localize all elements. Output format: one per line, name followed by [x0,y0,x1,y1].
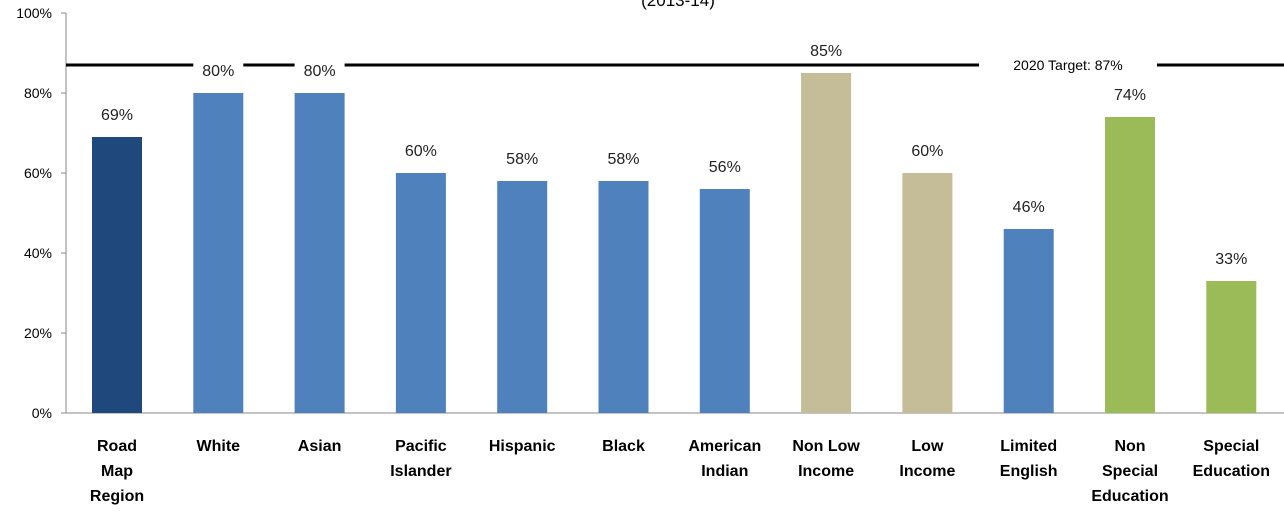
x-tick-label: Asian [298,438,342,455]
bar[interactable] [1003,229,1054,413]
bar[interactable] [1206,281,1257,413]
x-tick-label: Black [602,438,645,455]
x-tick-label: Region [90,488,144,505]
data-label: 56% [709,159,741,176]
bar[interactable] [902,173,953,413]
target-label: 2020 Target: 87% [1013,57,1123,73]
data-label: 58% [506,151,538,168]
data-label: 69% [101,107,133,124]
x-tick-label: Low [911,438,944,455]
y-tick-label: 100% [16,5,52,21]
y-tick-label: 0% [32,405,52,421]
data-label: 60% [405,143,437,160]
bar[interactable] [497,181,548,413]
y-tick-label: 60% [24,165,52,181]
data-label: 58% [607,151,639,168]
x-tick-label: Education [1091,488,1168,505]
x-tick-label: Non Low [792,438,860,455]
bar[interactable] [395,173,446,413]
x-tick-label: Indian [701,463,748,480]
x-tick-label: White [197,438,241,455]
x-tick-label: Limited [1000,438,1057,455]
bar[interactable] [598,181,649,413]
y-tick-label: 40% [24,245,52,261]
bar[interactable] [1105,117,1155,413]
x-tick-label: American [688,438,761,455]
x-tick-label: Special [1102,463,1158,480]
data-label: 33% [1215,251,1247,268]
x-tick-label: Map [101,463,133,480]
data-label-background [294,57,345,73]
x-tick-label: Special [1203,438,1259,455]
x-tick-label: Non [1114,438,1145,455]
bar[interactable] [699,189,750,413]
data-label: 80% [304,63,336,80]
data-label: 46% [1013,199,1045,216]
data-label: 74% [1114,87,1146,104]
data-label: 85% [810,43,842,60]
x-tick-label: Pacific [395,438,447,455]
x-tick-label: Islander [390,463,451,480]
data-label: 60% [911,143,943,160]
bar[interactable] [294,93,345,413]
bar[interactable] [92,137,142,413]
x-tick-label: English [1000,463,1058,480]
data-label: 80% [202,63,234,80]
x-tick-label: Income [798,463,854,480]
y-tick-label: 20% [24,325,52,341]
bar[interactable] [801,73,852,413]
x-tick-label: Income [899,463,955,480]
x-tick-label: Hispanic [489,438,556,455]
y-tick-label: 80% [24,85,52,101]
data-label-background [193,57,244,73]
x-tick-label: Education [1193,463,1270,480]
target-label-background [979,55,1157,75]
chart-title: (2013-14) [641,0,715,10]
x-tick-label: Road [97,438,137,455]
bar[interactable] [193,93,244,413]
